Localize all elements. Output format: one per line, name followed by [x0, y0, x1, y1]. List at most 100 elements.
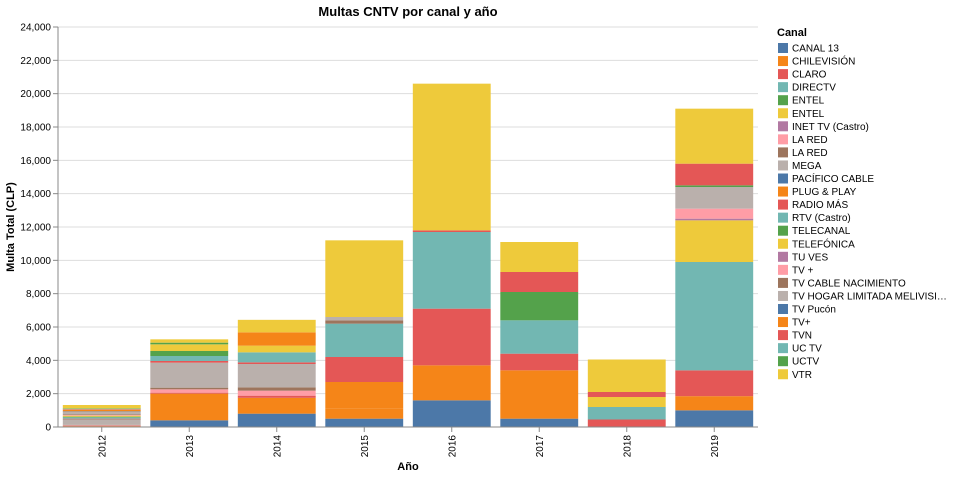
legend-swatch [778, 304, 788, 314]
y-tick-label: 10,000 [20, 256, 51, 267]
bar-segment [325, 320, 404, 324]
legend-swatch [778, 251, 788, 262]
bar-segment [412, 400, 491, 427]
legend-title: Canal [777, 27, 807, 39]
legend-label: PLUG & PLAY [792, 187, 857, 198]
legend-swatch [778, 343, 788, 354]
bar-segment [62, 418, 141, 420]
legend-swatch [778, 264, 788, 275]
legend-label: CLARO [792, 70, 827, 81]
x-tick-label: 2012 [97, 435, 108, 458]
bar-segment [675, 187, 754, 209]
x-tick-label: 2014 [272, 435, 283, 458]
x-tick-label: 2019 [710, 435, 721, 458]
bar-segment [150, 339, 229, 343]
legend-swatch [778, 134, 788, 145]
bar-segment [500, 418, 579, 427]
bar-segment [587, 359, 666, 392]
y-tick-label: 4,000 [26, 356, 51, 367]
bar-segment [237, 352, 316, 363]
bar-segment [62, 424, 141, 426]
bar-segment [150, 389, 229, 393]
bar-segment [62, 415, 141, 416]
legend-swatch [778, 160, 788, 171]
legend-swatch [778, 147, 788, 158]
legend-swatch [778, 317, 788, 328]
bar-segment [237, 397, 316, 414]
bar-segment [237, 364, 316, 388]
bar-segment [150, 344, 229, 351]
axes: 0 2,000 4,000 6,000 8,000 10,000 12,000 14,000 1… [20, 23, 758, 458]
y-axis-title: Multa Total (CLP) [5, 182, 17, 272]
y-tick-label: 8,000 [26, 289, 51, 300]
bar-segment [150, 393, 229, 421]
legend-label: UC TV [792, 344, 822, 355]
y-tick-label: 18,000 [20, 123, 51, 134]
bar-segment [150, 351, 229, 356]
legend-swatch [778, 290, 788, 301]
y-tick-label: 6,000 [26, 323, 51, 334]
legend-label: CANAL 13 [792, 44, 839, 55]
bar-segment [62, 414, 141, 415]
bar-segment [62, 416, 141, 418]
legend-label: TVN [792, 331, 812, 342]
bar-segment [62, 411, 141, 415]
bar-segment [62, 415, 141, 417]
bar-segment [675, 163, 754, 186]
bar-segment [62, 408, 141, 409]
y-tick-label: 0 [45, 423, 51, 434]
bar-segment [587, 407, 666, 420]
bar-segment [675, 410, 754, 427]
legend-swatch [778, 69, 788, 80]
bar-segment [500, 353, 579, 371]
x-tick-label: 2018 [622, 435, 633, 458]
x-tick-label: 2015 [360, 435, 371, 458]
y-tick-label: 20,000 [20, 89, 51, 100]
y-tick-label: 16,000 [20, 156, 51, 167]
bar-segment [150, 356, 229, 361]
bar-segment [412, 230, 491, 232]
legend-label: TV Pucón [792, 305, 836, 316]
legend-swatch [778, 95, 788, 106]
x-tick-label: 2013 [185, 435, 196, 458]
bar-segment [325, 317, 404, 321]
legend-label: RTV (Castro) [792, 213, 851, 224]
bar-segment [150, 392, 229, 394]
bar-segment [675, 218, 754, 221]
legend-label: LA RED [792, 148, 828, 159]
legend-swatch [778, 277, 788, 288]
legend-swatch [778, 330, 788, 341]
bar-segment [325, 240, 404, 317]
bar-segment [325, 357, 404, 382]
legend-swatch [778, 369, 788, 380]
bar-segment [675, 108, 754, 164]
bar-segment [62, 405, 141, 409]
bar-segment [675, 220, 754, 262]
bar-segment [675, 370, 754, 397]
bar-segment [237, 362, 316, 364]
bar-segment [587, 397, 666, 407]
bar-segment [325, 323, 404, 357]
bar-segment [237, 332, 316, 346]
bar-segment [150, 387, 229, 390]
bar-segment [62, 411, 141, 412]
x-tick-label: 2016 [447, 435, 458, 458]
bar-segment [325, 382, 404, 409]
bar-segment [500, 320, 579, 354]
bar-segment [412, 232, 491, 309]
legend-label: TV+ [792, 318, 811, 329]
legend-label: ENTEL [792, 109, 825, 120]
bar-segment [587, 419, 666, 427]
bar-segment [237, 413, 316, 427]
legend-swatch [778, 238, 788, 249]
bar-segment [587, 392, 666, 397]
bar-segment [237, 390, 316, 396]
legend-swatch [778, 186, 788, 197]
legend-swatch [778, 121, 788, 132]
bar-segment [237, 395, 316, 398]
legend-label: VTR [792, 370, 812, 381]
bar-segment [325, 408, 404, 419]
legend-swatch [778, 82, 788, 93]
bar-segment [675, 262, 754, 371]
